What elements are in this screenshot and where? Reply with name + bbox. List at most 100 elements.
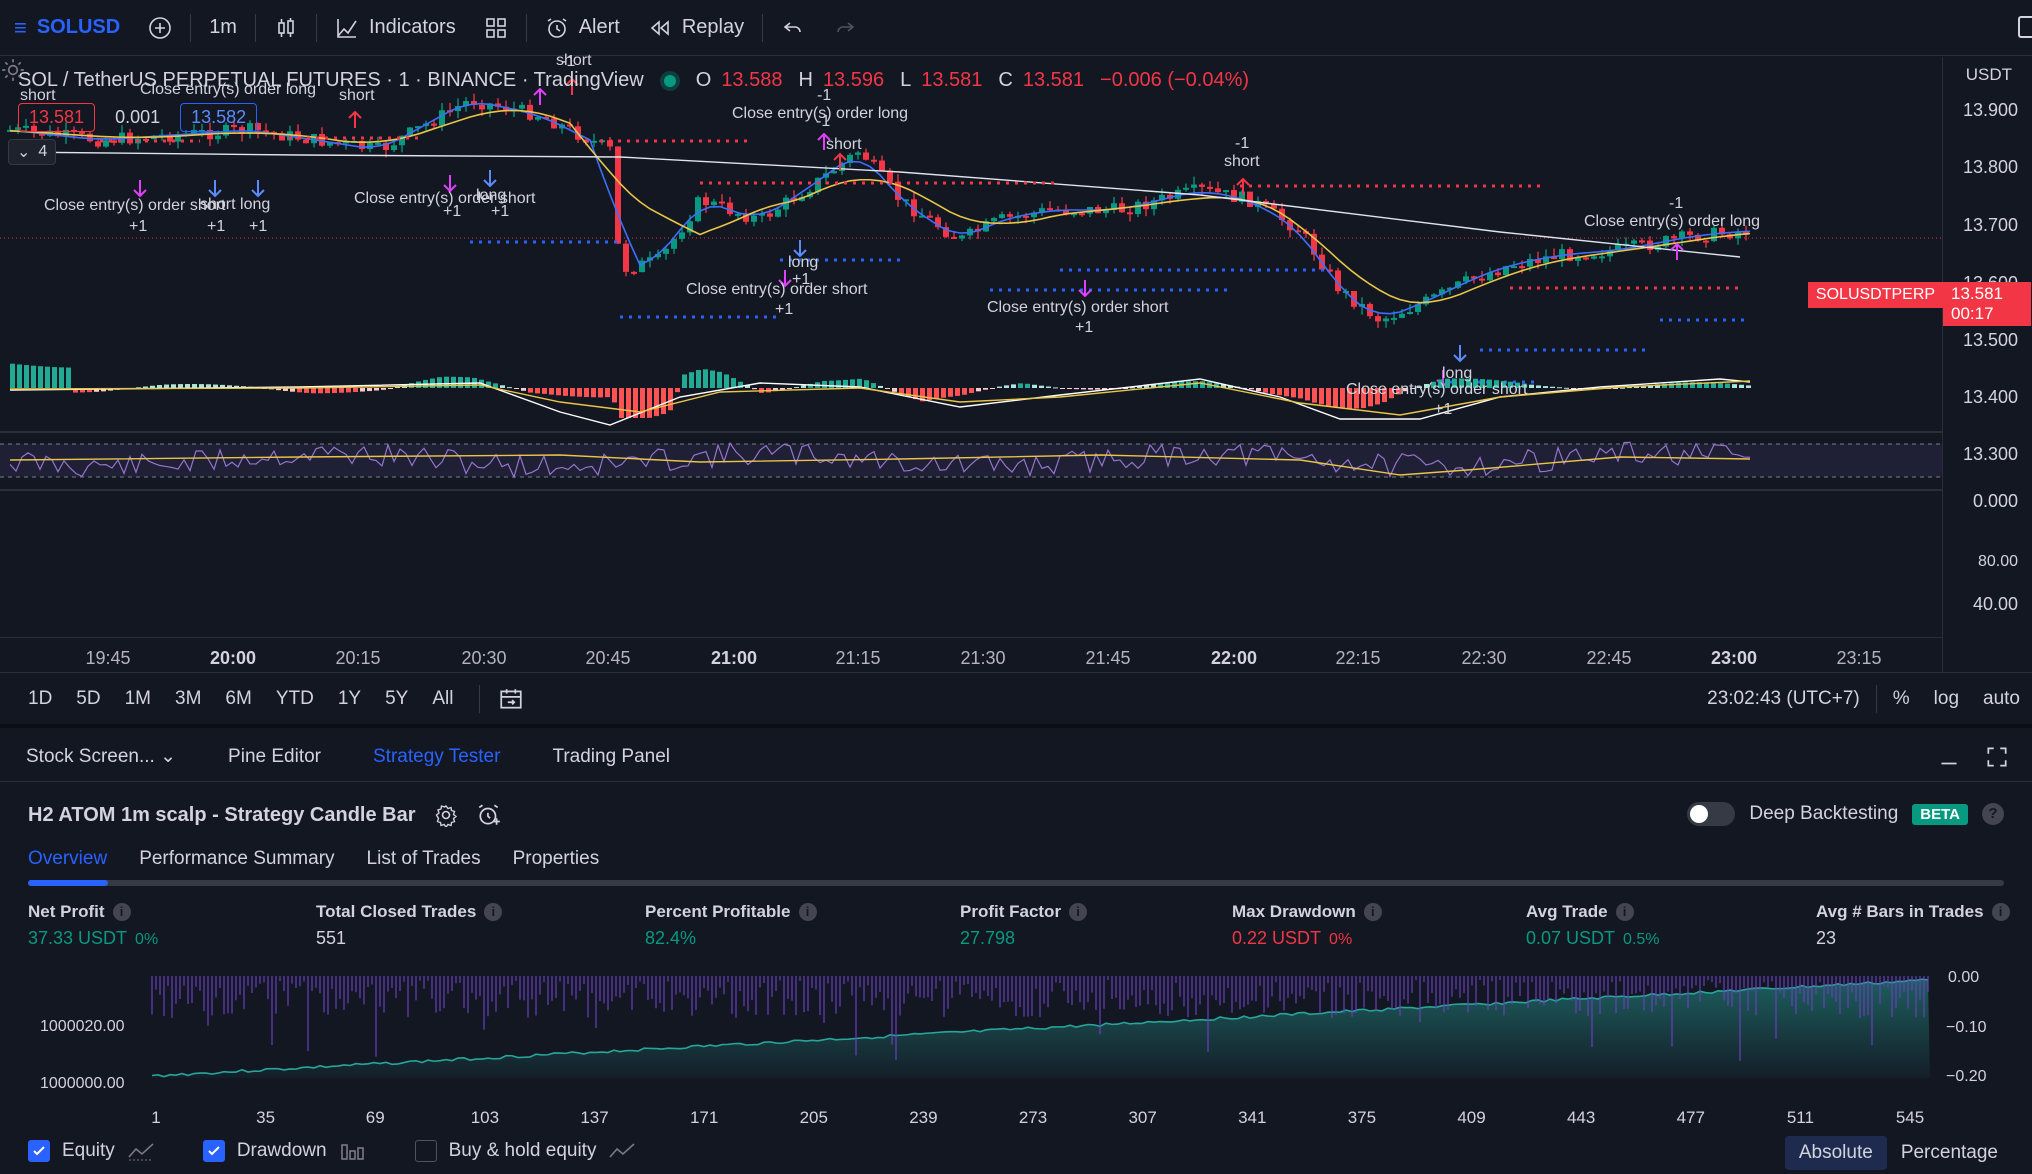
time-axis[interactable]: 19:45 20:00 20:15 20:30 20:45 21:00 21:15 21:30…: [0, 637, 1942, 673]
minimize-icon[interactable]: [1936, 744, 1962, 770]
trade-arrow-head: [793, 249, 807, 258]
go-to-date-icon[interactable]: [498, 686, 524, 712]
layouts-button[interactable]: [470, 8, 522, 48]
range-button[interactable]: All: [432, 687, 454, 709]
macd-histogram-bar: [1550, 386, 1555, 388]
deep-backtesting-toggle[interactable]: [1687, 802, 1736, 826]
symbol-search[interactable]: ≡ SOLUSD: [0, 8, 134, 48]
range-button[interactable]: YTD: [275, 687, 314, 709]
info-icon[interactable]: i: [1615, 903, 1634, 921]
info-icon[interactable]: i: [112, 903, 131, 921]
equity-chart[interactable]: [0, 972, 2032, 1132]
macd-histogram-bar: [955, 388, 960, 396]
price-scale[interactable]: USDT 13.900 13.800 13.700 13.600 13.500 …: [1942, 57, 2032, 672]
fullscreen-edge-icon[interactable]: [2018, 16, 2032, 38]
range-button[interactable]: 5D: [76, 687, 101, 709]
redo-button[interactable]: [819, 8, 871, 48]
main-chart[interactable]: SOL / TetherUS PERPETUAL FUTURES · 1 · B…: [0, 52, 2032, 673]
tab-trading-panel[interactable]: Trading Panel: [526, 746, 696, 768]
macd-histogram-bar: [990, 388, 995, 389]
subtab-performance-summary[interactable]: Performance Summary: [139, 848, 335, 869]
tab-stock-screener[interactable]: Stock Screen... ⌄: [0, 745, 202, 768]
macd-histogram-bar: [1011, 384, 1016, 388]
macd-histogram-bar: [24, 365, 29, 388]
macd-histogram-bar: [710, 370, 715, 388]
alert-button[interactable]: Alert: [531, 8, 634, 48]
candle-body: [367, 142, 373, 149]
candle-body: [1463, 276, 1469, 282]
candle-body: [1671, 236, 1677, 239]
redo-icon: [837, 21, 855, 32]
interval-button[interactable]: 1m: [195, 8, 251, 48]
trade-arrow-head: [251, 189, 265, 198]
candle-body: [247, 123, 253, 134]
trade-number-label: 341: [1238, 1108, 1267, 1127]
auto-scale-toggle[interactable]: auto: [1983, 688, 2020, 709]
metric-value: 551: [316, 928, 347, 948]
candle-body: [959, 235, 965, 239]
range-button[interactable]: 3M: [175, 687, 202, 709]
settings-gear-icon[interactable]: [0, 57, 26, 83]
macd-histogram-bar: [1256, 388, 1261, 392]
undo-button[interactable]: [767, 8, 819, 48]
subtab-scrollbar[interactable]: [28, 880, 2004, 886]
candle-body: [1447, 287, 1453, 290]
indicators-collapse-button[interactable]: ⌄ 4: [8, 139, 57, 165]
chart-title[interactable]: SOL / TetherUS PERPETUAL FUTURES · 1 · B…: [18, 69, 644, 91]
buy-hold-checkbox[interactable]: [414, 1140, 437, 1162]
log-scale-toggle[interactable]: log: [1933, 688, 1960, 709]
macd-histogram-bar: [822, 380, 827, 388]
range-button[interactable]: 1D: [28, 687, 53, 709]
candle-body: [623, 243, 629, 272]
macd-histogram-bar: [451, 376, 456, 388]
candle-body: [711, 201, 717, 206]
price-chart-canvas[interactable]: [0, 57, 1942, 637]
chart-type-button[interactable]: [260, 8, 312, 48]
drawdown-toggle[interactable]: Drawdown: [202, 1140, 367, 1162]
help-icon[interactable]: ?: [1982, 803, 2004, 825]
trade-number-label: 137: [580, 1108, 609, 1127]
range-button[interactable]: 1M: [124, 687, 151, 709]
macd-histogram-bar: [1424, 384, 1429, 388]
macd-histogram-bar: [612, 388, 617, 403]
trade-annotation: +1: [792, 271, 811, 288]
info-icon[interactable]: i: [1363, 903, 1382, 921]
percentage-button[interactable]: Percentage: [1900, 1142, 1998, 1163]
macd-histogram-bar: [1410, 388, 1415, 389]
absolute-button[interactable]: Absolute: [1784, 1136, 1887, 1170]
maximize-icon[interactable]: [1984, 744, 2010, 770]
settings-gear-icon[interactable]: [434, 803, 458, 827]
buy-hold-toggle[interactable]: Buy & hold equity: [414, 1140, 637, 1162]
tab-strategy-tester[interactable]: Strategy Tester: [347, 746, 526, 768]
timezone-clock[interactable]: 23:02:43 (UTC+7): [1707, 688, 1860, 709]
add-alert-icon[interactable]: [476, 802, 502, 828]
range-button[interactable]: 5Y: [385, 687, 409, 709]
drawdown-checkbox[interactable]: [202, 1140, 225, 1162]
range-button[interactable]: 1Y: [337, 687, 362, 709]
equity-checkbox[interactable]: [28, 1140, 50, 1162]
macd-histogram-bar: [696, 370, 701, 388]
tab-pine-editor[interactable]: Pine Editor: [202, 746, 347, 768]
metric-value: 0.22 USDT: [1232, 928, 1322, 948]
currency-selector[interactable]: USDT: [1965, 65, 2012, 84]
percent-scale-toggle[interactable]: %: [1892, 688, 1910, 709]
subtab-overview[interactable]: Overview: [28, 848, 108, 869]
sell-button[interactable]: 13.581: [18, 103, 96, 132]
info-icon[interactable]: i: [1991, 903, 2010, 921]
subtab-list-of-trades[interactable]: List of Trades: [366, 848, 481, 869]
info-icon[interactable]: i: [484, 903, 503, 921]
replay-button[interactable]: Replay: [634, 8, 758, 48]
range-button[interactable]: 6M: [225, 687, 252, 709]
macd-histogram-bar: [731, 378, 736, 388]
candle-body: [951, 236, 957, 239]
info-icon[interactable]: i: [798, 903, 817, 921]
indicators-button[interactable]: Indicators: [321, 8, 470, 48]
macd-histogram-bar: [878, 385, 883, 388]
compare-button[interactable]: [134, 8, 186, 48]
macd-histogram-bar: [1739, 384, 1744, 388]
info-icon[interactable]: i: [1069, 903, 1088, 921]
macd-histogram-bar: [1438, 379, 1443, 388]
subtab-properties[interactable]: Properties: [512, 848, 600, 869]
equity-toggle[interactable]: Equity: [28, 1140, 155, 1162]
buy-button[interactable]: 13.582: [180, 103, 258, 132]
